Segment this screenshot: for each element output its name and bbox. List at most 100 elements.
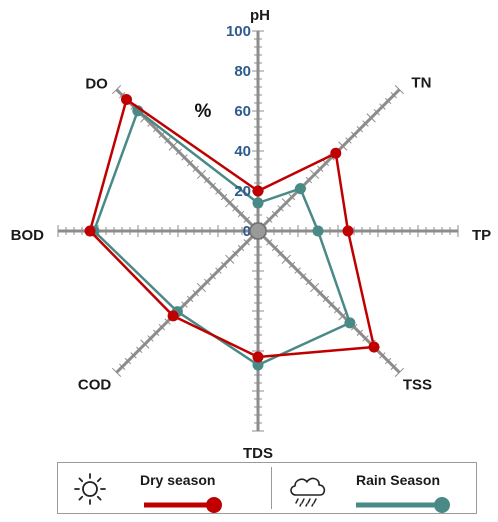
axis-label-tds: TDS — [243, 445, 273, 460]
axis-tick — [220, 193, 228, 201]
axis-tick — [192, 165, 199, 172]
axis-tick — [232, 205, 239, 212]
legend-dry-line — [144, 497, 222, 513]
axis-tick — [237, 210, 245, 218]
axis-tick — [394, 367, 405, 378]
axis-tick — [168, 141, 178, 151]
legend-divider — [271, 467, 272, 509]
center-marker — [249, 222, 267, 240]
data-point-dry-season-tn — [330, 147, 342, 159]
legend: Dry season Rain Season — [57, 462, 477, 514]
axis-tick — [345, 137, 352, 144]
axis-tick — [196, 282, 207, 293]
data-point-dry-season-tp — [342, 225, 354, 237]
axis-tick — [164, 318, 171, 325]
legend-rain-label: Rain Season — [356, 472, 441, 488]
scale-label: 60 — [234, 103, 251, 120]
axis-tick — [119, 363, 126, 370]
series-line-rain-season — [92, 109, 352, 367]
axis-line-tn — [256, 88, 401, 233]
labels-layer: pH TN TP TSS TDS COD BOD DO 0 20 40 60 80 100% — [11, 7, 492, 460]
axis-line-cod — [115, 229, 260, 374]
axis-tick — [220, 261, 228, 269]
axis-tick — [322, 295, 330, 303]
axis-tick — [366, 113, 376, 123]
axis-tick — [288, 193, 296, 201]
data-point-dry-season-bod — [84, 225, 96, 237]
axis-tick — [362, 335, 369, 342]
axis-tick — [111, 367, 122, 378]
axis-tick — [181, 301, 188, 308]
unit-label: % — [195, 101, 212, 122]
axis-tick — [379, 103, 386, 110]
rain-cloud-icon — [290, 477, 326, 507]
axis-label-tn: TN — [411, 75, 431, 92]
axis-tick — [111, 84, 122, 95]
axis-tick — [277, 205, 284, 212]
axis-tick — [384, 97, 392, 105]
axis-tick — [281, 198, 291, 208]
axis-tick — [373, 109, 380, 116]
scale-label: 40 — [234, 143, 251, 160]
axis-tick — [350, 131, 358, 139]
axis-tick — [158, 323, 166, 331]
axis-tick — [317, 290, 324, 297]
axis-tick — [130, 352, 137, 359]
axis-tick — [175, 148, 182, 155]
axis-tick — [266, 216, 273, 223]
axis-tick — [281, 254, 291, 264]
axis-tick — [164, 137, 171, 144]
axis-tick — [196, 169, 207, 180]
axis-tick — [309, 282, 320, 293]
axis-tick — [243, 239, 250, 246]
radar-chart: pH TN TP TSS TDS COD BOD DO 0 20 40 60 80 100% — [11, 7, 492, 460]
axis-tick — [334, 307, 341, 314]
data-point-rain-season-ph — [252, 197, 264, 209]
axis-tick — [309, 169, 320, 180]
axis-tick — [209, 273, 216, 280]
scale-label: 20 — [234, 183, 251, 200]
axis-tick — [362, 120, 369, 127]
axis-label-cod: COD — [78, 376, 112, 393]
data-point-rain-season-tds — [252, 359, 264, 371]
axis-tick — [356, 125, 364, 133]
axis-tick — [203, 176, 211, 184]
axis-tick — [136, 346, 143, 353]
axis-tick — [294, 267, 301, 274]
data-point-dry-season-ph — [252, 185, 264, 197]
axis-tick — [277, 250, 284, 257]
axis-tick — [225, 254, 235, 264]
axis-tick — [243, 216, 250, 223]
legend-rain-line — [356, 497, 450, 513]
axis-tick — [186, 295, 194, 303]
axis-tick — [305, 176, 313, 184]
axis-tick — [379, 352, 386, 359]
data-point-dry-season-do — [121, 94, 132, 105]
axis-tick — [266, 239, 273, 246]
legend-dry-label: Dry season — [140, 472, 216, 488]
data-point-rain-season-tn — [294, 183, 306, 195]
axis-tick — [192, 290, 199, 297]
axis-label-bod: BOD — [11, 227, 45, 244]
sun-icon — [74, 473, 106, 505]
scale-label: 0 — [243, 223, 251, 240]
data-point-rain-season-tss — [344, 317, 356, 329]
axis-tick — [237, 244, 245, 252]
axis-tick — [390, 363, 397, 370]
axis-tick — [271, 210, 279, 218]
axis-tick — [158, 131, 166, 139]
axis-tick — [209, 182, 216, 189]
axis-tick — [300, 273, 307, 280]
data-point-rain-season-tp — [312, 225, 324, 237]
data-point-dry-season-tss — [368, 341, 380, 353]
axis-tick — [140, 339, 150, 349]
axis-label-tp: TP — [472, 227, 491, 244]
series-layer — [84, 94, 380, 371]
axis-tick — [215, 188, 222, 195]
axis-tick — [288, 261, 296, 269]
axis-tick — [119, 92, 126, 99]
axis-label-do: DO — [85, 76, 108, 93]
axis-tick — [203, 278, 211, 286]
axis-tick — [322, 159, 330, 167]
axis-tick — [124, 357, 132, 365]
